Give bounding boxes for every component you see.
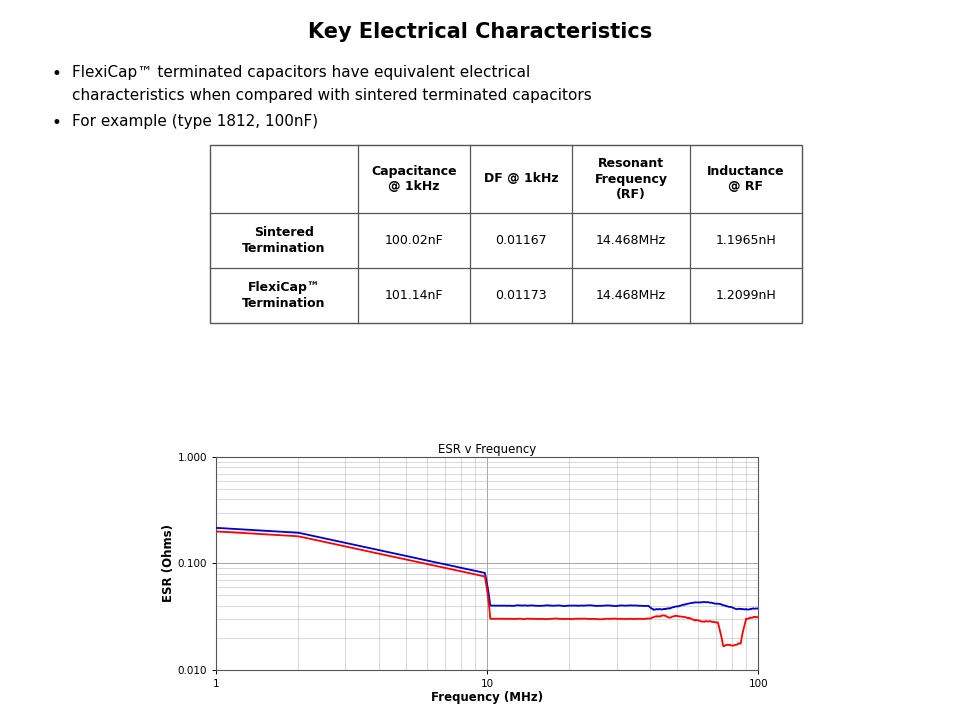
Text: DF @ 1kHz: DF @ 1kHz (484, 173, 559, 186)
X-axis label: Frequency (MHz): Frequency (MHz) (431, 691, 543, 704)
Text: FlexiCap™ terminated capacitors have equivalent electrical: FlexiCap™ terminated capacitors have equ… (72, 65, 530, 80)
Text: 0.01173: 0.01173 (495, 289, 547, 302)
Text: 14.468MHz: 14.468MHz (596, 289, 666, 302)
Text: Resonant
Frequency
(RF): Resonant Frequency (RF) (594, 157, 667, 201)
Y-axis label: ESR (Ohms): ESR (Ohms) (161, 524, 175, 603)
Text: 101.14nF: 101.14nF (385, 289, 444, 302)
Text: Capacitance
@ 1kHz: Capacitance @ 1kHz (372, 165, 457, 193)
Text: 1.1965nH: 1.1965nH (715, 234, 777, 247)
Text: Inductance
@ RF: Inductance @ RF (708, 165, 785, 193)
Title: ESR v Frequency: ESR v Frequency (438, 443, 537, 456)
Text: 14.468MHz: 14.468MHz (596, 234, 666, 247)
Text: 0.01167: 0.01167 (495, 234, 547, 247)
Text: 100.02nF: 100.02nF (385, 234, 444, 247)
Bar (210, 145, 802, 323)
Text: characteristics when compared with sintered terminated capacitors: characteristics when compared with sinte… (72, 88, 591, 103)
Text: Key Electrical Characteristics: Key Electrical Characteristics (308, 22, 652, 42)
Text: •: • (52, 65, 61, 83)
Text: For example (type 1812, 100nF): For example (type 1812, 100nF) (72, 114, 318, 129)
Text: Sintered
Termination: Sintered Termination (242, 226, 325, 255)
Text: FlexiCap™
Termination: FlexiCap™ Termination (242, 282, 325, 310)
Text: •: • (52, 114, 61, 132)
Text: 1.2099nH: 1.2099nH (715, 289, 777, 302)
